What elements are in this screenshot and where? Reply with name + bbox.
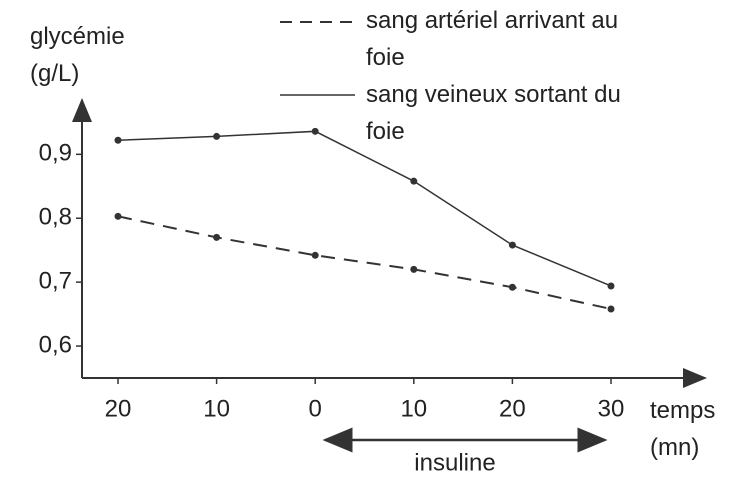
data-point [607,282,615,290]
legend-label: sang veineux sortant du foie [366,81,621,145]
x-tick-label: 10 [400,395,427,422]
x-tick-label: 10 [203,395,230,422]
data-point [410,265,418,273]
annotation: insuline [414,449,495,476]
data-point [607,305,615,313]
x-tick-label: 30 [598,395,625,422]
x-tick-label: 20 [105,395,132,422]
y-tick-label: 0,7 [39,267,72,294]
y-tick-label: 0,6 [39,331,72,358]
y-tick-label: 0,9 [39,140,72,167]
y-axis-title: glycémie (g/L) [30,23,125,87]
data-point [213,132,221,140]
series-line [117,215,612,310]
data-point [508,283,516,291]
y-tick-label: 0,8 [39,204,72,231]
data-point [213,233,221,241]
data-point [114,136,122,144]
x-tick-label: 20 [499,395,526,422]
series-line [117,130,612,287]
data-point [311,251,319,259]
x-tick-label: 0 [309,395,322,422]
data-point [410,177,418,185]
legend-label: sang artériel arrivant au foie [366,7,619,71]
data-point [508,241,516,249]
data-point [114,212,122,220]
x-axis-title: temps (mn) [650,397,716,461]
data-point [311,127,319,135]
